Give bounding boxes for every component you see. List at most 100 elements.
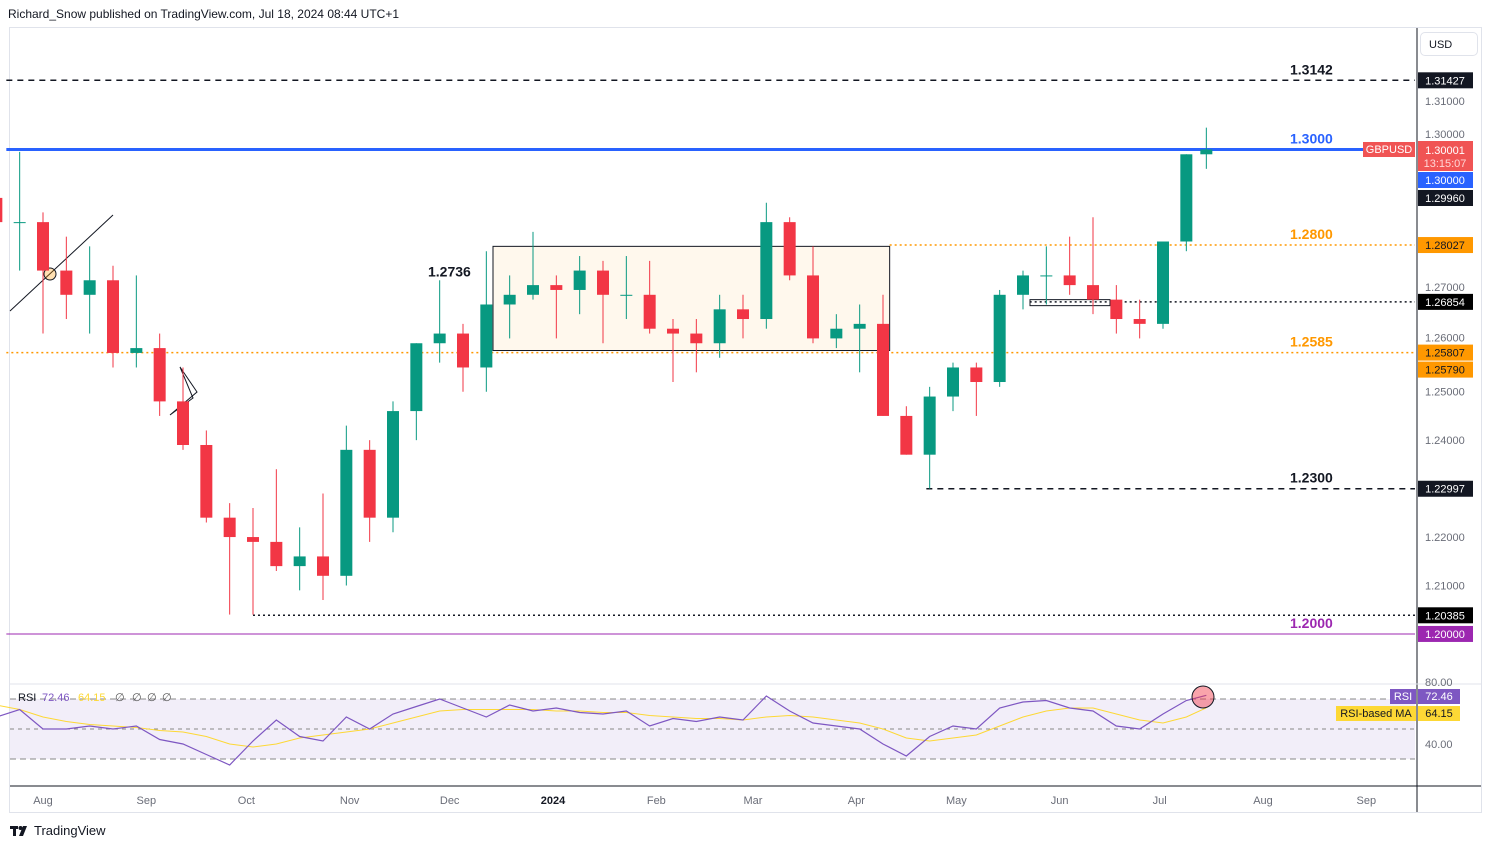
rsi-ma-line xyxy=(0,705,1207,748)
candle-body xyxy=(527,285,539,295)
rsi-legend-extra: ∅ xyxy=(162,692,172,704)
candle-up[interactable] xyxy=(340,425,353,586)
time-tick-label: Aug xyxy=(1253,795,1273,807)
candle-down[interactable] xyxy=(1063,236,1076,295)
candle-down[interactable] xyxy=(1133,299,1146,339)
candle-up[interactable] xyxy=(1157,241,1169,329)
candle-body xyxy=(737,309,749,320)
candle-up[interactable] xyxy=(830,314,843,349)
price-tag xyxy=(1418,293,1473,310)
candle-up[interactable] xyxy=(1040,246,1053,305)
candle-body xyxy=(1040,275,1053,277)
candle-down[interactable] xyxy=(177,367,189,450)
candle-up[interactable] xyxy=(13,151,26,271)
candle-body xyxy=(573,270,586,290)
candle-down[interactable] xyxy=(107,265,119,368)
level-label: 1.3142 xyxy=(1290,61,1333,77)
candle-up[interactable] xyxy=(620,256,633,320)
rsi-legend-name: RSI xyxy=(18,692,36,704)
candle-down[interactable] xyxy=(667,319,679,383)
rsi-legend-extra: ∅ xyxy=(147,692,157,704)
level-label: 1.2800 xyxy=(1290,226,1333,242)
candle-down[interactable] xyxy=(457,323,469,392)
candle-down[interactable] xyxy=(807,246,819,344)
candle-down[interactable] xyxy=(900,406,913,455)
candle-down[interactable] xyxy=(37,212,49,334)
candle-body xyxy=(1063,275,1076,286)
time-tick-label: Jul xyxy=(1153,795,1167,807)
range-box[interactable] xyxy=(492,245,891,352)
candle-down[interactable] xyxy=(0,159,3,227)
candle-body xyxy=(667,328,679,334)
pennant-pattern[interactable] xyxy=(169,366,198,416)
candle-up[interactable] xyxy=(293,527,306,591)
time-tick-label: Dec xyxy=(440,795,460,807)
candle-body xyxy=(1017,275,1029,295)
rsi-tick-label: 40.00 xyxy=(1425,739,1453,751)
candle-up[interactable] xyxy=(1200,127,1213,169)
candle-down[interactable] xyxy=(597,260,609,344)
candle-body xyxy=(177,401,189,445)
candle-down[interactable] xyxy=(363,440,376,542)
currency-button[interactable]: USD xyxy=(1420,32,1478,56)
candle-down[interactable] xyxy=(970,362,983,416)
price-tag xyxy=(1418,237,1473,254)
candle-down[interactable] xyxy=(317,493,329,601)
price-tick-label: 1.30000 xyxy=(1425,129,1465,141)
candle-down[interactable] xyxy=(1110,285,1123,334)
highlight-circle[interactable] xyxy=(43,267,57,281)
price-tag xyxy=(1418,344,1473,361)
candle-body xyxy=(1157,241,1169,324)
candle-body xyxy=(760,222,773,320)
candle-up[interactable] xyxy=(947,362,959,412)
candle-down[interactable] xyxy=(153,333,166,416)
price-tick-label: 1.21000 xyxy=(1425,581,1465,593)
candle-up[interactable] xyxy=(1180,154,1193,252)
candle-body xyxy=(807,275,819,339)
consolidation-box[interactable] xyxy=(1029,299,1111,307)
candle-up[interactable] xyxy=(480,251,493,392)
candle-up[interactable] xyxy=(993,289,1006,387)
candle-down[interactable] xyxy=(877,294,889,416)
price-tag-text: 1.20385 xyxy=(1425,610,1465,622)
candle-up[interactable] xyxy=(853,304,866,373)
candle-up[interactable] xyxy=(410,343,423,441)
candle-up[interactable] xyxy=(503,275,516,339)
tradingview-logo[interactable]: TradingView xyxy=(10,823,106,838)
candle-body xyxy=(37,222,49,271)
candle-down[interactable] xyxy=(270,469,283,571)
rsi-overbought-circle[interactable] xyxy=(1191,685,1215,709)
candle-up[interactable] xyxy=(923,386,936,489)
candle-up[interactable] xyxy=(1017,270,1029,310)
candle-up[interactable] xyxy=(527,231,539,300)
candle-body xyxy=(503,294,516,305)
rsi-value-text: 72.46 xyxy=(1425,691,1453,703)
candle-down[interactable] xyxy=(200,430,213,523)
candle-down[interactable] xyxy=(690,319,703,373)
candle-down[interactable] xyxy=(737,294,749,339)
candle-down[interactable] xyxy=(643,260,656,334)
last-price-tag xyxy=(1418,141,1473,171)
candle-down[interactable] xyxy=(223,503,236,615)
candle-up[interactable] xyxy=(760,202,773,329)
candle-up[interactable] xyxy=(387,401,399,533)
candle-up[interactable] xyxy=(713,294,726,358)
candle-down[interactable] xyxy=(1087,217,1099,315)
publisher-header: Richard_Snow published on TradingView.co… xyxy=(8,7,400,21)
candle-down[interactable] xyxy=(60,236,73,320)
candle-down[interactable] xyxy=(247,507,259,615)
candle-down[interactable] xyxy=(783,217,796,281)
candle-body xyxy=(223,517,236,538)
rsi-ma-tag-label: RSI-based MA xyxy=(1340,708,1412,720)
candle-up[interactable] xyxy=(130,275,143,368)
candle-body xyxy=(830,328,843,339)
trend-line[interactable] xyxy=(9,214,114,312)
candle-up[interactable] xyxy=(573,256,586,315)
candle-body xyxy=(1087,285,1099,300)
candle-down[interactable] xyxy=(550,275,563,339)
candle-up[interactable] xyxy=(83,246,96,334)
candle-body xyxy=(247,537,259,542)
candle-up[interactable] xyxy=(433,280,446,363)
range-box-label: 1.2736 xyxy=(428,263,471,279)
